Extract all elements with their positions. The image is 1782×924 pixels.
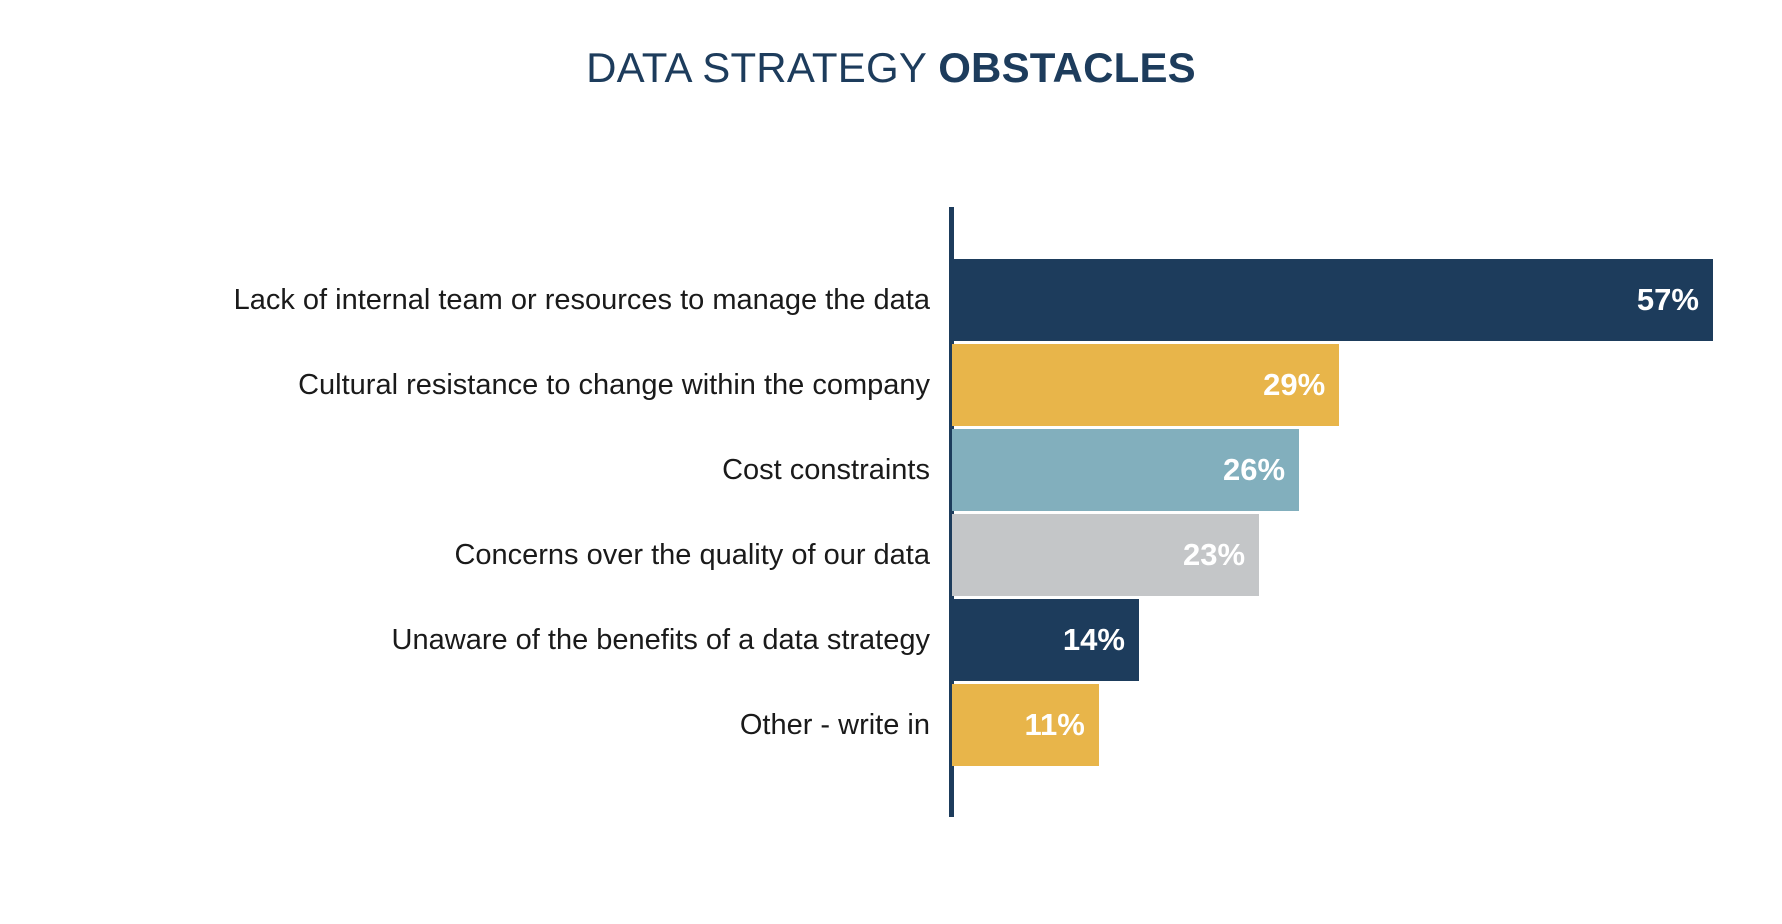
- bar-category-label: Other - write in: [739, 709, 930, 741]
- bar-value-label: 14%: [1062, 622, 1125, 657]
- bar-category-label: Cultural resistance to change within the…: [298, 369, 930, 401]
- bar-category-label: Unaware of the benefits of a data strate…: [391, 624, 930, 656]
- bar-row: Cost constraints 26%: [0, 429, 1782, 511]
- value-axis-line: [949, 207, 954, 817]
- bar-row: Unaware of the benefits of a data strate…: [0, 599, 1782, 681]
- bar-row: Lack of internal team or resources to ma…: [0, 259, 1782, 341]
- bar-rect: 29%: [952, 344, 1340, 426]
- bar-rect: 57%: [952, 259, 1713, 341]
- bar-rect: 23%: [952, 514, 1260, 596]
- bar-category-label: Lack of internal team or resources to ma…: [233, 284, 930, 316]
- bar-rect: 26%: [952, 429, 1300, 511]
- bar-value-label: 29%: [1263, 367, 1326, 402]
- bar-row: Concerns over the quality of our data 23%: [0, 514, 1782, 596]
- bar-row: Other - write in 11%: [0, 684, 1782, 766]
- page-title-regular: DATA STRATEGY: [586, 44, 939, 91]
- bar-rect: 11%: [952, 684, 1099, 766]
- bar-value-label: 26%: [1223, 452, 1286, 487]
- page-title: DATA STRATEGY OBSTACLES: [0, 42, 1782, 94]
- bar-category-label: Concerns over the quality of our data: [454, 539, 930, 571]
- bar-value-label: 23%: [1183, 537, 1246, 572]
- page-title-bold: OBSTACLES: [938, 44, 1196, 91]
- bar-category-label: Cost constraints: [722, 454, 930, 486]
- bar-rect: 14%: [952, 599, 1139, 681]
- bar-value-label: 57%: [1636, 282, 1699, 317]
- bar-row: Cultural resistance to change within the…: [0, 344, 1782, 426]
- bar-value-label: 11%: [1024, 707, 1085, 742]
